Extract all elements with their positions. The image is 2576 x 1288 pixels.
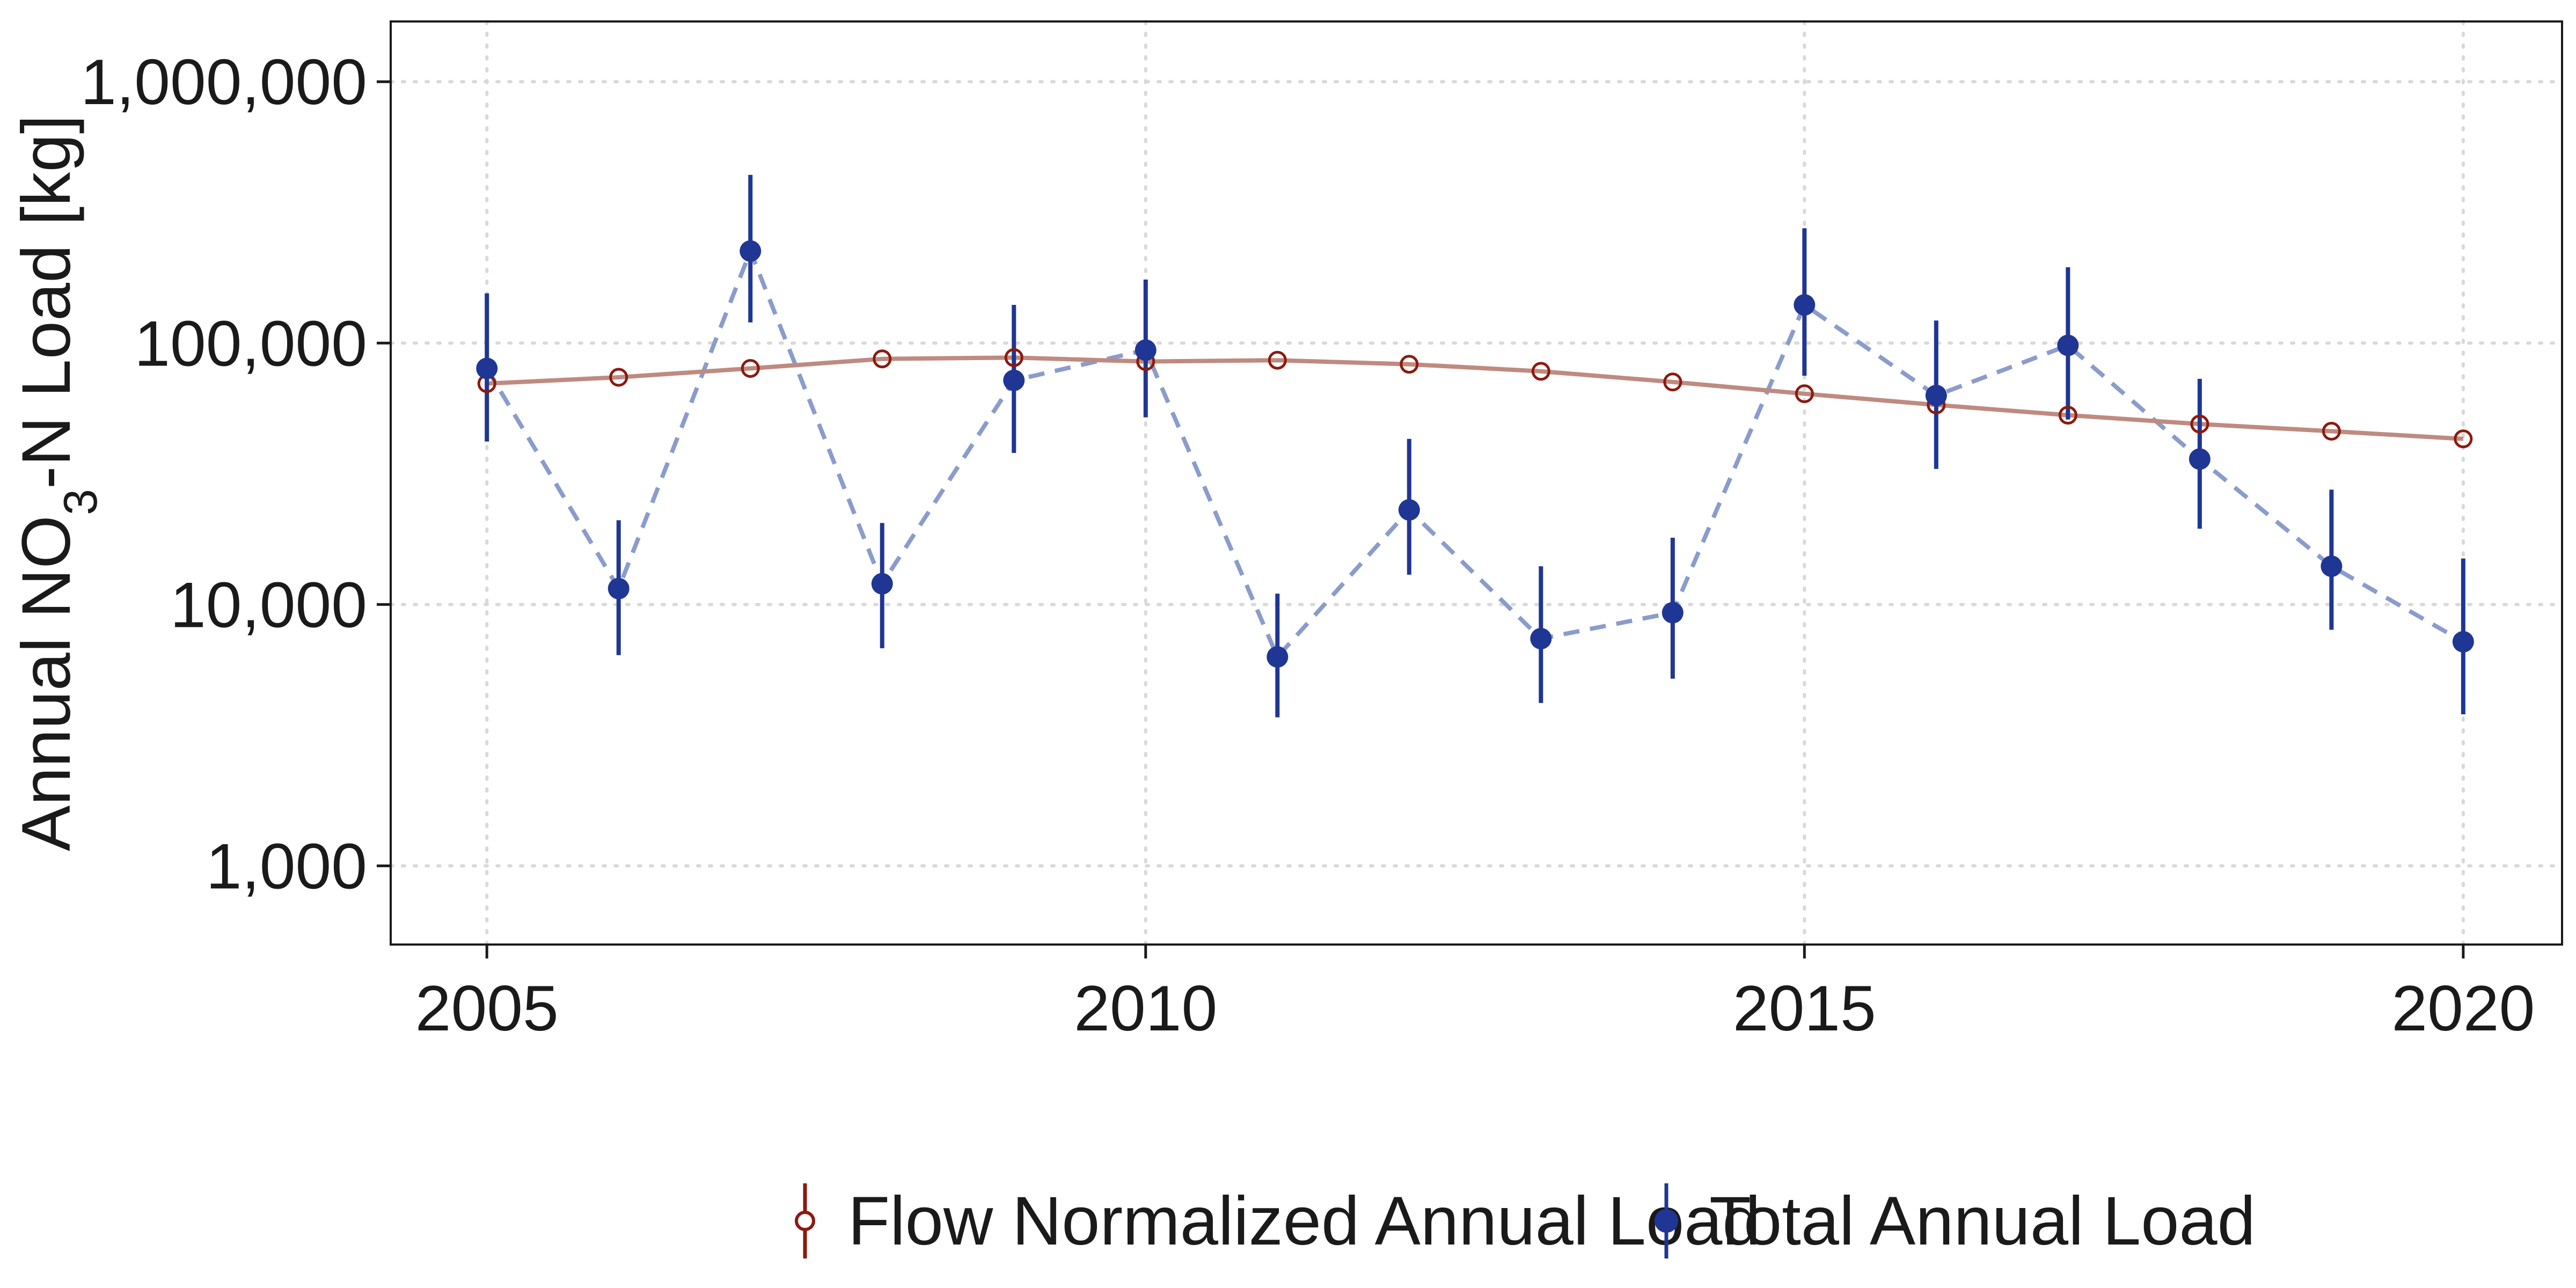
axes: 1,000 10,000 100,000 1,000,000 2005 2010 2015 2… (80, 46, 2535, 1044)
gridlines (389, 20, 2564, 946)
flow-normalized-point (2322, 422, 2341, 441)
y-tick-label: 1,000 (206, 830, 367, 902)
legend-total-load-marker (1655, 1209, 1678, 1233)
x-tick-label: 2015 (1733, 972, 1876, 1044)
flow-normalized-point (1663, 372, 1682, 392)
total-load-point (2321, 555, 2343, 577)
total-load-line (485, 245, 2464, 661)
flow-normalized-point (1795, 384, 1814, 404)
legend-flow-normalized-marker (795, 1211, 815, 1231)
flow-normalized-point (2190, 414, 2209, 434)
total-load-point (1135, 339, 1157, 361)
x-tick-label: 2010 (1074, 972, 1217, 1044)
total-load-point (1925, 385, 1947, 407)
total-load-point (871, 573, 893, 595)
flow-normalized-point (741, 358, 760, 378)
total-load-point (608, 577, 630, 599)
total-load-point (1662, 602, 1684, 624)
x-tick-label: 2020 (2391, 972, 2535, 1044)
total-load-point (476, 357, 498, 379)
flow-normalized-point (2454, 429, 2473, 449)
total-load-point (1794, 294, 1816, 316)
flow-normalized-point (1400, 355, 1419, 374)
total-load-point (2452, 631, 2474, 653)
flow-normalized-point (1268, 350, 1287, 370)
flow-normalized-point (609, 368, 628, 387)
flow-normalized-point (2058, 406, 2077, 425)
flow-normalized-point (1531, 362, 1550, 381)
y-axis-label: Annual NO3-N Load [kg] (8, 115, 107, 851)
total-load-point (1398, 499, 1420, 521)
y-tick-label: 1,000,000 (80, 46, 367, 118)
flow-normalized-point (1004, 348, 1023, 367)
series-layer (476, 174, 2474, 718)
x-tick-label: 2005 (415, 972, 559, 1044)
y-tick-label: 10,000 (170, 569, 367, 641)
legend-flow-normalized-label: Flow Normalized Annual Load (848, 1183, 1761, 1260)
total-load-point (740, 240, 762, 262)
flow-normalized-point (873, 349, 892, 369)
total-load-point (2189, 448, 2211, 470)
total-load-point (1530, 628, 1552, 650)
legend-total-load-label: Total Annual Load (1709, 1183, 2256, 1260)
y-tick-label: 100,000 (134, 308, 367, 379)
total-load-point (2057, 334, 2079, 356)
plot-border (390, 20, 2563, 946)
total-load-point (1003, 369, 1025, 391)
total-load-point (1267, 646, 1289, 668)
flow-normalized-line (487, 355, 2464, 441)
